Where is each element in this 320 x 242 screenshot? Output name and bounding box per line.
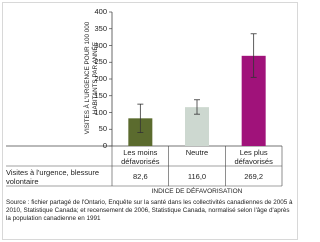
y-tick-label: 200	[94, 74, 107, 83]
frame	[2, 2, 298, 240]
value-label: 82,6	[133, 172, 148, 181]
category-label: Les plus défavorisés	[234, 148, 273, 166]
y-tick-label: 0	[102, 141, 107, 150]
y-tick-label: 50	[98, 124, 107, 134]
y-tick-label: 350	[94, 23, 107, 33]
category-label: Neutre	[185, 148, 209, 157]
category-label: Les moins défavorisés	[121, 148, 160, 166]
chart	[6, 11, 283, 187]
x-axis-title: INDICE DE DÉFAVORISATION	[151, 188, 243, 195]
y-tick-label: 400	[94, 7, 107, 16]
value-label: 116,0	[187, 172, 207, 181]
y-tick-label: 100	[94, 107, 107, 117]
source-note: Source : fichier partagé de l'Ontario, E…	[6, 199, 293, 223]
value-label: 269,2	[244, 172, 264, 181]
page: VISITES À L'URGENCE POUR 100 000 HABITAN…	[0, 0, 300, 242]
y-tick-label: 250	[94, 57, 107, 67]
y-tick-label: 150	[94, 90, 107, 100]
y-tick-label: 300	[94, 40, 107, 50]
row-label: Visites à l'urgence, blessure volontaire	[6, 168, 100, 186]
